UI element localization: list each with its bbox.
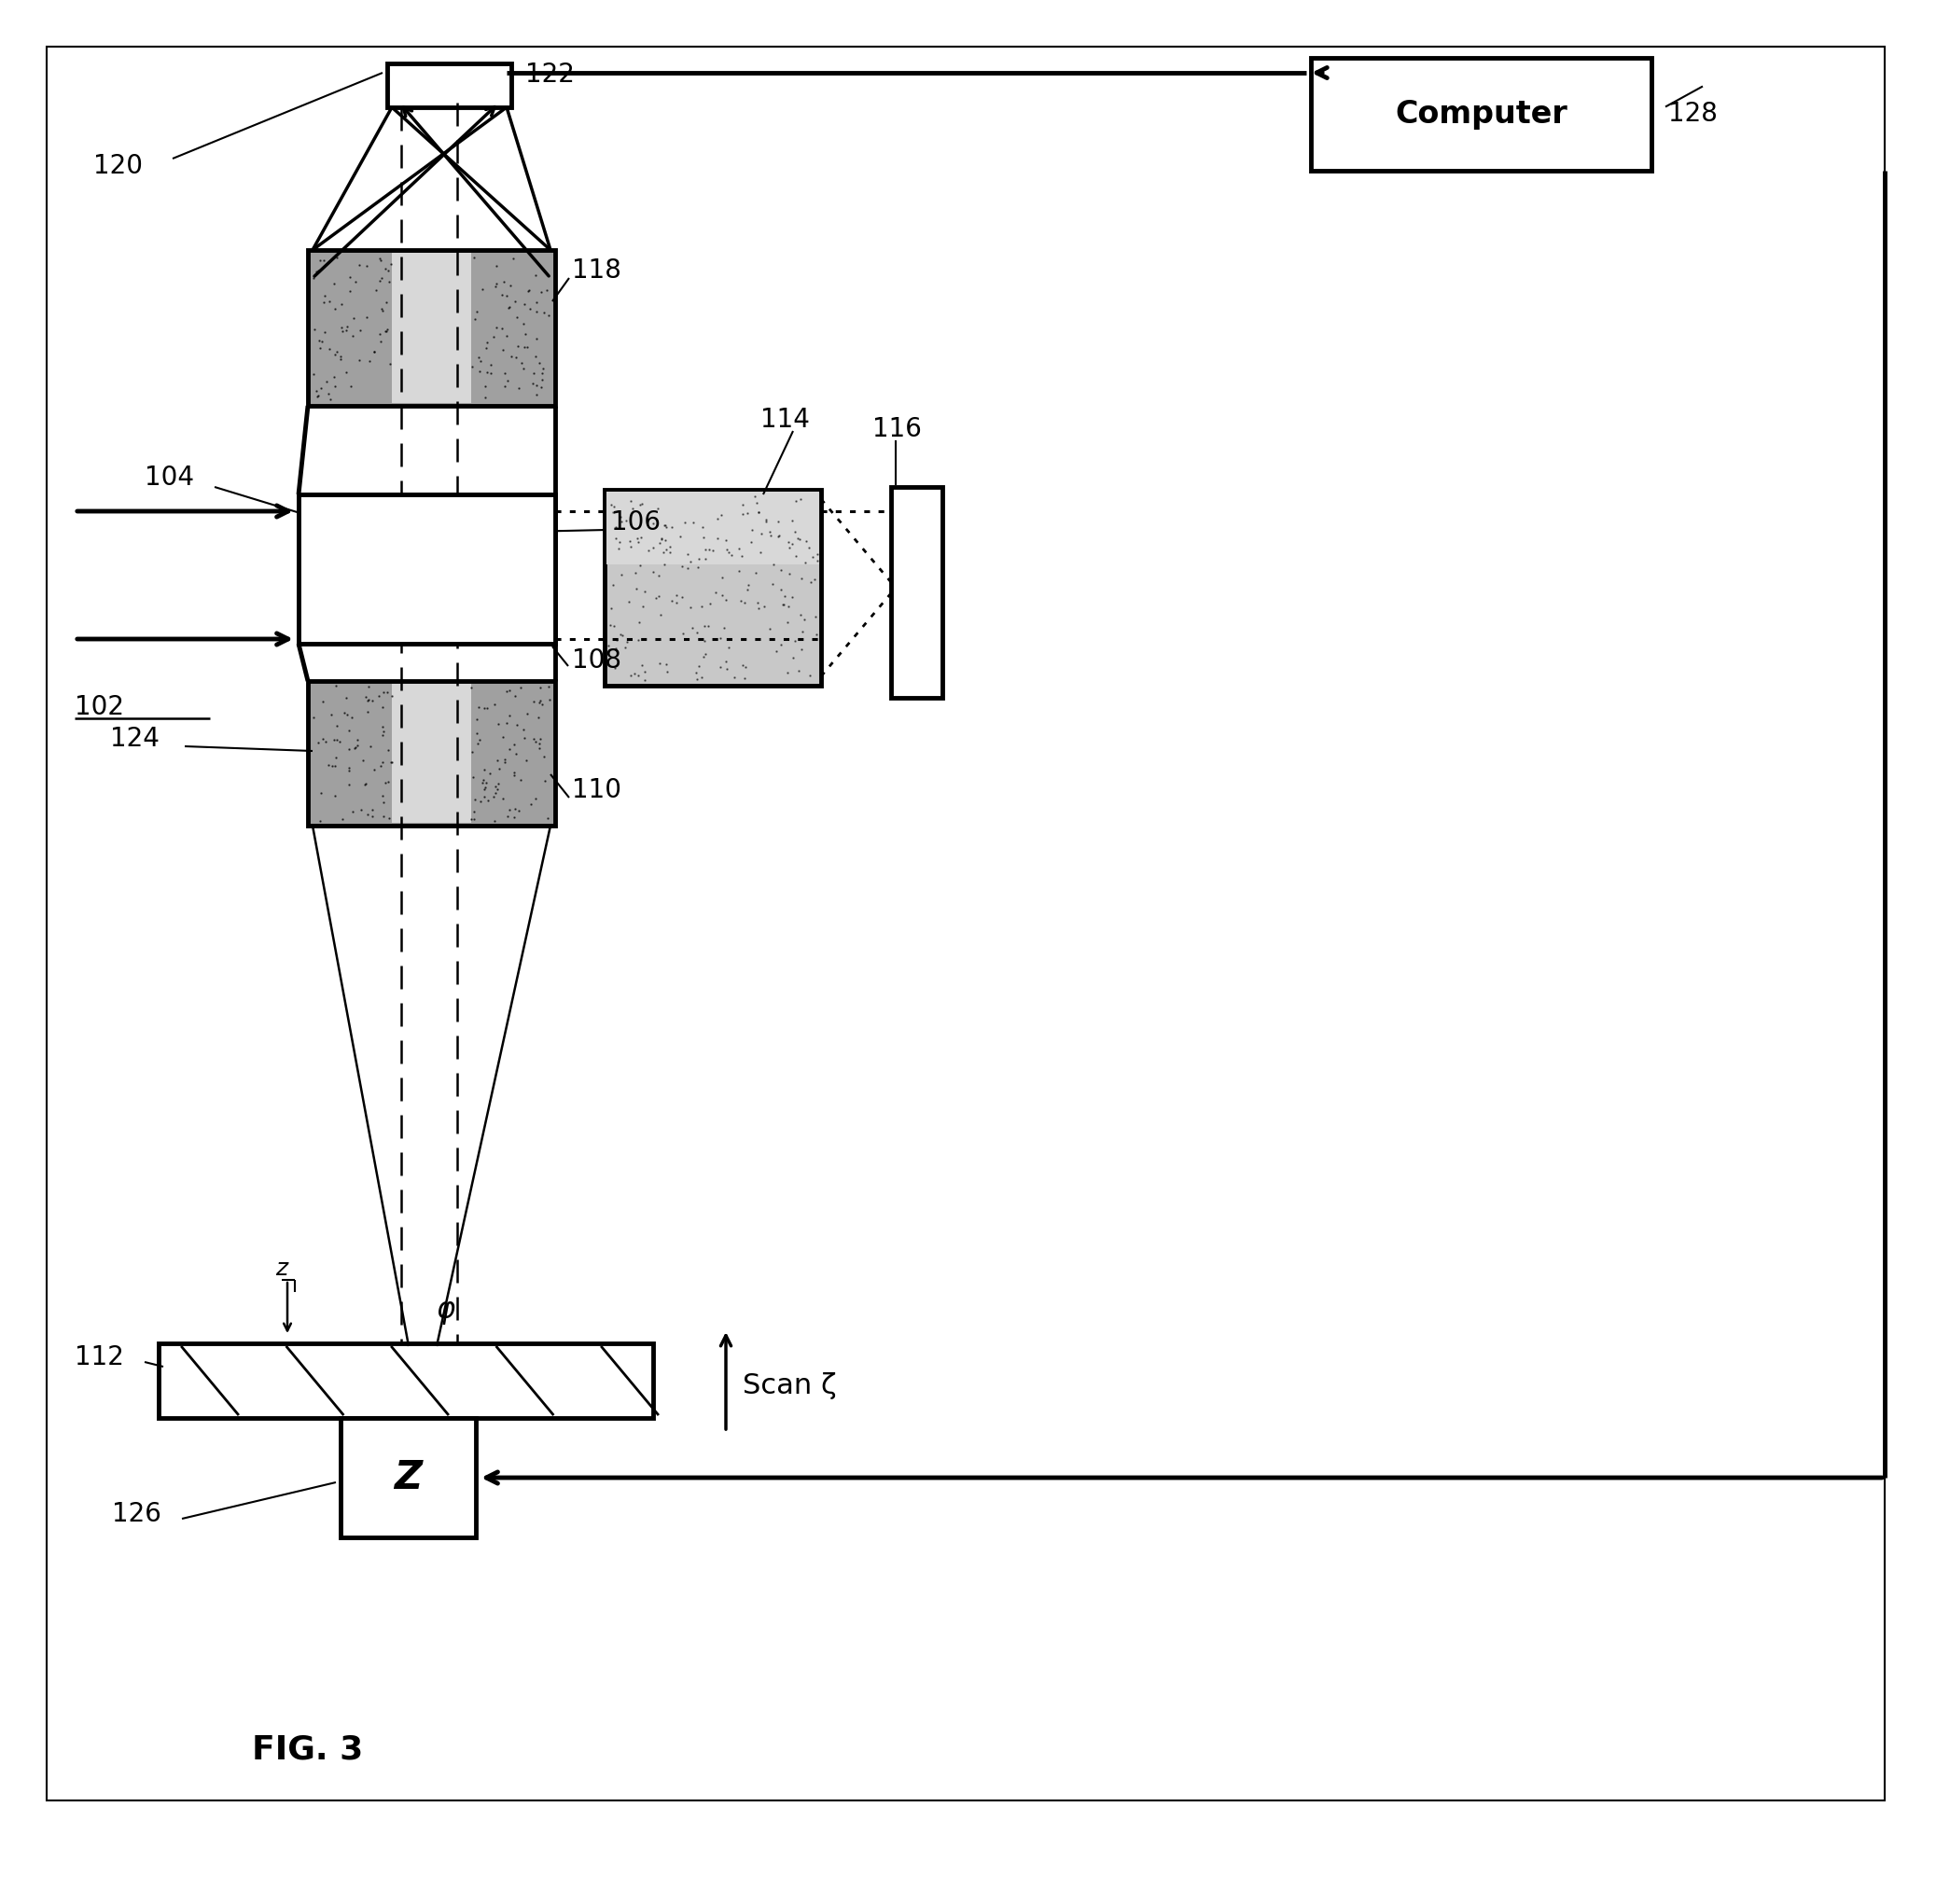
Text: 106: 106 xyxy=(612,510,660,535)
Bar xyxy=(364,506,490,632)
Bar xyxy=(391,684,470,823)
Text: 116: 116 xyxy=(873,417,922,442)
Text: 108: 108 xyxy=(571,647,621,674)
Bar xyxy=(298,495,556,644)
Bar xyxy=(1311,57,1651,171)
Bar xyxy=(891,487,943,697)
Text: 114: 114 xyxy=(761,407,809,432)
Bar xyxy=(606,491,819,564)
Text: 128: 128 xyxy=(1669,101,1717,128)
Bar xyxy=(341,1418,476,1537)
Bar xyxy=(298,495,556,644)
Bar xyxy=(604,489,821,685)
Text: 118: 118 xyxy=(571,257,621,284)
Text: z: z xyxy=(275,1257,287,1279)
Text: 120: 120 xyxy=(93,152,143,179)
Bar xyxy=(308,249,556,406)
Text: Scan ζ: Scan ζ xyxy=(743,1371,836,1399)
Text: 124: 124 xyxy=(110,725,159,752)
Text: 102: 102 xyxy=(76,695,124,720)
Text: φ: φ xyxy=(438,1297,455,1323)
Text: Computer: Computer xyxy=(1396,99,1568,129)
Text: 110: 110 xyxy=(571,777,621,803)
Bar xyxy=(391,253,470,404)
Text: Z: Z xyxy=(395,1458,422,1497)
Bar xyxy=(308,682,556,826)
Text: 126: 126 xyxy=(112,1500,161,1527)
Text: 104: 104 xyxy=(145,465,194,491)
Bar xyxy=(159,1344,652,1418)
Text: 122: 122 xyxy=(525,61,575,88)
Text: 112: 112 xyxy=(76,1344,124,1371)
Bar xyxy=(387,63,511,107)
Text: FIG. 3: FIG. 3 xyxy=(252,1733,364,1765)
